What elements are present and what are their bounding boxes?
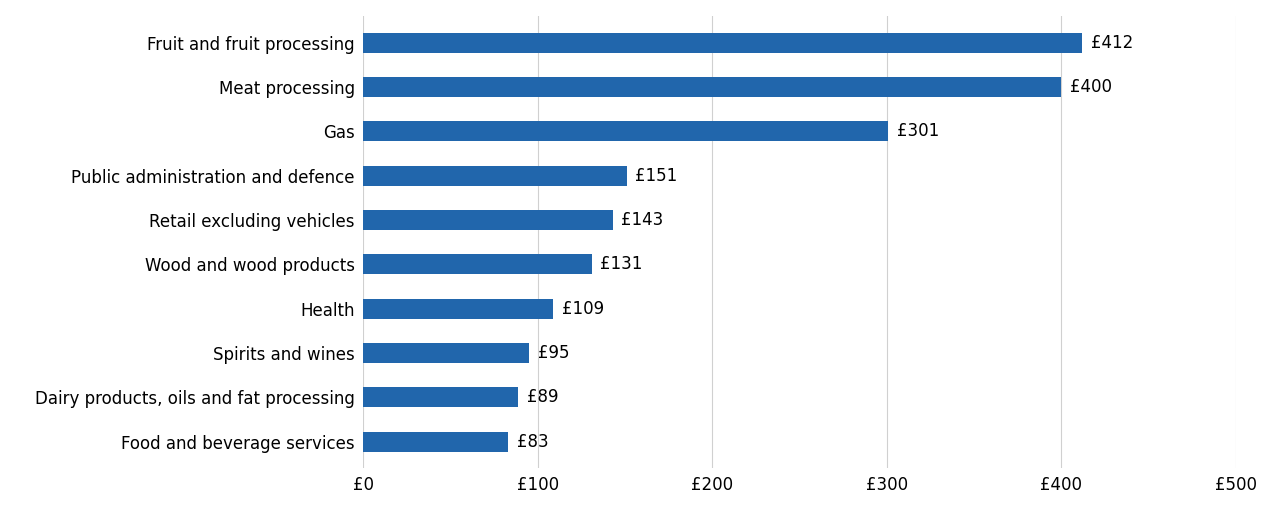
Text: £95: £95 (538, 344, 569, 362)
Text: £400: £400 (1070, 78, 1112, 96)
Text: £109: £109 (562, 300, 604, 318)
Bar (363, 32, 1082, 53)
Text: £151: £151 (636, 167, 678, 185)
Bar (363, 431, 508, 452)
Text: £143: £143 (622, 211, 664, 229)
Bar (363, 165, 627, 186)
Bar (363, 254, 591, 274)
Text: £301: £301 (897, 122, 939, 140)
Bar (363, 298, 553, 319)
Text: £131: £131 (600, 255, 643, 273)
Bar (363, 387, 519, 407)
Text: £89: £89 (527, 388, 559, 406)
Text: £83: £83 (517, 433, 548, 451)
Bar (363, 77, 1061, 97)
Bar (363, 343, 529, 363)
Bar (363, 121, 888, 141)
Bar (363, 210, 613, 230)
Text: £412: £412 (1091, 34, 1133, 52)
